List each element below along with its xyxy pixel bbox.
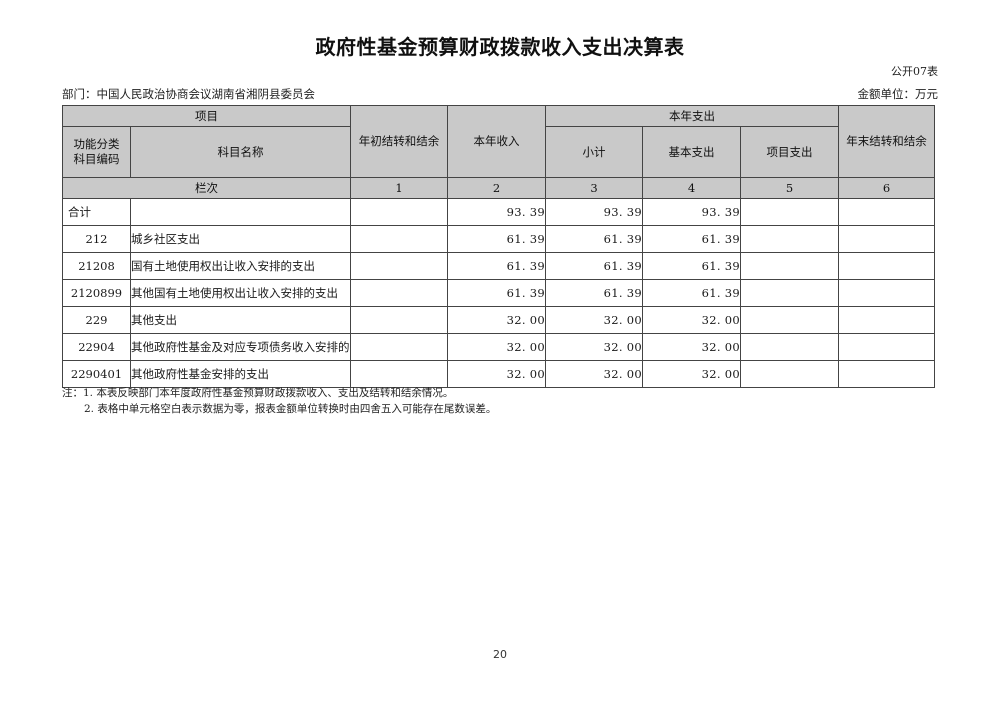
lanci-number-1: 1 xyxy=(350,177,448,199)
cell-project-expense xyxy=(739,333,840,361)
cell-code: 21208 xyxy=(62,252,131,280)
header-function-code-line1: 功能分类 xyxy=(73,137,120,151)
cell-project-expense xyxy=(739,252,840,280)
cell-year-income: 32. 00 xyxy=(447,306,546,334)
cell-year-income: 61. 39 xyxy=(447,225,546,253)
lanci-number-4: 4 xyxy=(642,177,741,199)
lanci-number-2: 2 xyxy=(447,177,546,199)
cell-subtotal: 32. 00 xyxy=(545,333,643,361)
cell-begin-balance xyxy=(350,306,448,334)
cell-begin-balance xyxy=(350,279,448,307)
cell-project-expense xyxy=(739,306,840,334)
header-row-sub: 功能分类 科目编码 科目名称 小计 基本支出 项目支出 xyxy=(62,126,935,178)
note-line-1: 注：1. 本表反映部门本年度政府性基金预算财政拨款收入、支出及结转和结余情况。 xyxy=(62,387,454,399)
cell-basic-expense: 93. 39 xyxy=(642,198,741,226)
header-subject-name: 科目名称 xyxy=(130,126,351,178)
cell-year-income: 93. 39 xyxy=(447,198,546,226)
cell-subtotal: 61. 39 xyxy=(545,279,643,307)
cell-end-balance xyxy=(838,360,936,388)
cell-subtotal: 32. 00 xyxy=(545,360,643,388)
budget-table: 项目 年初结转和结余 本年收入 本年支出 年末结转和结余 功能分类 科目编码 科… xyxy=(62,105,936,388)
cell-year-income: 61. 39 xyxy=(447,252,546,280)
cell-year-income: 32. 00 xyxy=(447,360,546,388)
cell-end-balance xyxy=(838,306,936,334)
lanci-number-3: 3 xyxy=(545,177,643,199)
table-notes: 注：1. 本表反映部门本年度政府性基金预算财政拨款收入、支出及结转和结余情况。 … xyxy=(62,385,762,417)
cell-year-income: 61. 39 xyxy=(447,279,546,307)
budget-table-container: 项目 年初结转和结余 本年收入 本年支出 年末结转和结余 功能分类 科目编码 科… xyxy=(62,105,936,388)
cell-end-balance xyxy=(838,252,936,280)
cell-project-expense xyxy=(739,279,840,307)
cell-code: 合计 xyxy=(62,198,131,226)
cell-year-income: 32. 00 xyxy=(447,333,546,361)
header-row-group: 项目 年初结转和结余 本年收入 本年支出 年末结转和结余 xyxy=(62,105,936,178)
header-basic-expense: 基本支出 xyxy=(642,126,741,178)
header-project-expense: 项目支出 xyxy=(739,126,840,178)
cell-end-balance xyxy=(838,198,936,226)
cell-code: 229 xyxy=(62,306,131,334)
table-row: 22904 其他政府性基金及对应专项债务收入安排的支出 32. 00 32. 00 32… xyxy=(62,333,936,361)
cell-end-balance xyxy=(838,225,936,253)
header-end-balance: 年末结转和结余 xyxy=(838,105,936,178)
cell-code: 2120899 xyxy=(62,279,131,307)
department-label: 部门：中国人民政治协商会议湖南省湘阴县委员会 xyxy=(62,87,315,101)
page-number: 20 xyxy=(493,648,507,661)
header-year-income: 本年收入 xyxy=(447,105,546,178)
cell-basic-expense: 32. 00 xyxy=(642,360,741,388)
header-function-code-line2: 科目编码 xyxy=(73,152,120,166)
cell-basic-expense: 32. 00 xyxy=(642,306,741,334)
header-year-expense-group: 本年支出 xyxy=(544,105,840,127)
lanci-number-5: 5 xyxy=(739,177,840,199)
cell-code: 22904 xyxy=(62,333,131,361)
table-row: 2120899 其他国有土地使用权出让收入安排的支出 61. 39 61. 39 61.… xyxy=(62,279,936,307)
cell-basic-expense: 61. 39 xyxy=(642,225,741,253)
lanci-label: 栏次 xyxy=(62,177,351,199)
cell-subtotal: 93. 39 xyxy=(545,198,643,226)
cell-subtotal: 61. 39 xyxy=(545,252,643,280)
cell-begin-balance xyxy=(350,333,448,361)
cell-begin-balance xyxy=(350,198,448,226)
header-function-code: 功能分类 科目编码 xyxy=(62,126,131,178)
table-row: 2290401 其他政府性基金安排的支出 32. 00 32. 00 32. 00 xyxy=(62,360,936,388)
lanci-number-6: 6 xyxy=(838,177,936,199)
cell-end-balance xyxy=(838,333,936,361)
cell-name: 其他国有土地使用权出让收入安排的支出 xyxy=(130,279,351,307)
cell-name: 城乡社区支出 xyxy=(130,225,351,253)
amount-unit-label: 金额单位：万元 xyxy=(857,87,939,101)
table-row: 229 其他支出 32. 00 32. 00 32. 00 xyxy=(62,306,936,334)
cell-basic-expense: 61. 39 xyxy=(642,279,741,307)
table-row: 21208 国有土地使用权出让收入安排的支出 61. 39 61. 39 61. 39 xyxy=(62,252,936,280)
cell-begin-balance xyxy=(350,360,448,388)
cell-subtotal: 61. 39 xyxy=(545,225,643,253)
table-body: 合计 93. 39 93. 39 93. 39 212 城乡社区支出 61. 39 61. 3… xyxy=(62,198,936,388)
cell-name: 其他支出 xyxy=(130,306,351,334)
table-row: 合计 93. 39 93. 39 93. 39 xyxy=(62,198,936,226)
cell-begin-balance xyxy=(350,225,448,253)
header-project-group: 项目 xyxy=(62,105,351,127)
cell-basic-expense: 32. 00 xyxy=(642,333,741,361)
cell-basic-expense: 61. 39 xyxy=(642,252,741,280)
cell-subtotal: 32. 00 xyxy=(545,306,643,334)
cell-name xyxy=(130,198,351,226)
cell-code: 2290401 xyxy=(62,360,131,388)
form-number-label: 公开07表 xyxy=(891,65,938,78)
cell-name: 其他政府性基金及对应专项债务收入安排的支出 xyxy=(130,333,351,361)
header-subtotal: 小计 xyxy=(545,126,643,178)
page-title: 政府性基金预算财政拨款收入支出决算表 xyxy=(315,35,685,59)
cell-name: 国有土地使用权出让收入安排的支出 xyxy=(130,252,351,280)
cell-code: 212 xyxy=(62,225,131,253)
note-line-2: 2. 表格中单元格空白表示数据为零，报表金额单位转换时由四舍五入可能存在尾数误差… xyxy=(84,403,497,415)
table-header: 项目 年初结转和结余 本年收入 本年支出 年末结转和结余 功能分类 科目编码 科… xyxy=(62,105,936,199)
header-begin-balance: 年初结转和结余 xyxy=(350,105,448,178)
table-row: 212 城乡社区支出 61. 39 61. 39 61. 39 xyxy=(62,225,936,253)
cell-name: 其他政府性基金安排的支出 xyxy=(130,360,351,388)
cell-project-expense xyxy=(739,198,840,226)
cell-end-balance xyxy=(838,279,936,307)
cell-project-expense xyxy=(739,225,840,253)
header-row-column-numbers: 栏次 1 2 3 4 5 6 xyxy=(62,177,936,199)
cell-project-expense xyxy=(739,360,840,388)
cell-begin-balance xyxy=(350,252,448,280)
